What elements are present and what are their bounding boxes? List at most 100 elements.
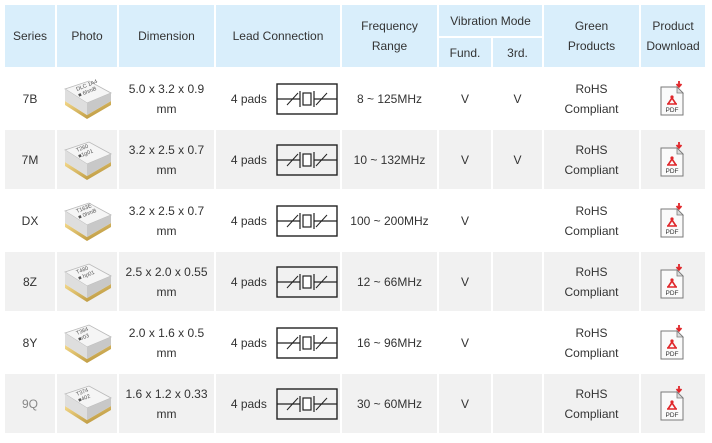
green-line2: Compliant [564,284,619,299]
table-row: 7M T260 ■1g01 3.2 x 2.5 x 0.7 mm 4 pad [5,130,705,189]
third-cell: V [493,130,542,189]
chip-code-line2: ■r03 [78,333,91,343]
header-fund: Fund. [439,38,491,67]
frequency-cell: 16 ~ 96MHz [342,313,437,372]
green-cell: RoHS Compliant [544,313,639,372]
lead-connection-cell: 4 pads [216,191,340,250]
crystal-chip-photo: T260 ■1g01 [64,141,112,180]
lead-connection-cell: 4 pads [216,130,340,189]
chip-code-line1: T480 [76,265,90,275]
chip-code-line2: ■ hp01 [78,269,96,281]
green-cell: RoHS Compliant [544,374,639,433]
green-line1: RoHS [575,325,608,340]
dimension-line1: 2.0 x 1.6 x 0.5 [128,325,205,340]
chip-code-line1: T260 [76,143,90,153]
series-cell: 8Y [5,313,55,372]
table-row: 8Z T480 ■ hp01 2.5 x 2.0 x 0.55 mm 4 p [5,252,705,311]
chip-code-line2: ■1g01 [78,148,95,159]
pdf-icon[interactable]: PDF [658,385,688,423]
chip-code-line1: T163E [76,203,94,215]
photo-cell: DLC 1A4 ■ 6hmB [57,69,117,128]
pads-label: 4 pads [230,213,267,228]
dimension-line1: 3.2 x 2.5 x 0.7 [128,142,205,157]
download-cell: PDF [641,374,705,433]
crystal-chip-photo: T163E ■ 0hmB [64,202,112,241]
series-cell: 7M [5,130,55,189]
pads-label: 4 pads [230,152,267,167]
download-cell: PDF [641,252,705,311]
dimension-cell: 3.2 x 2.5 x 0.7 mm [119,130,214,189]
download-cell: PDF [641,130,705,189]
green-line2: Compliant [564,101,619,116]
series-cell: 7B [5,69,55,128]
pdf-label: PDF [666,351,679,358]
table-row: 7B DLC 1A4 ■ 6hmB 5.0 x 3.2 x 0.9 mm 4 [5,69,705,128]
frequency-cell: 8 ~ 125MHz [342,69,437,128]
dimension-cell: 3.2 x 2.5 x 0.7 mm [119,191,214,250]
dimension-line1: 2.5 x 2.0 x 0.55 [125,264,208,279]
green-line1: RoHS [575,81,608,96]
header-photo: Photo [57,5,117,67]
fund-cell: V [439,313,491,372]
dimension-line2: mm [156,406,177,421]
pads-label: 4 pads [230,91,267,106]
third-cell [493,374,542,433]
pdf-label: PDF [666,168,679,175]
header-vibration-mode: Vibration Mode [439,5,542,36]
header-green-products: Green Products [544,5,639,67]
frequency-cell: 100 ~ 200MHz [342,191,437,250]
header-green-line2: Products [567,39,616,53]
header-download-line2: Download [646,39,700,53]
dimension-line2: mm [156,162,177,177]
header-third: 3rd. [493,38,542,67]
download-cell: PDF [641,313,705,372]
crystal-symbol-diagram [276,326,338,359]
crystal-chip-photo: T480 ■ hp01 [64,263,112,302]
green-line1: RoHS [575,142,608,157]
pdf-label: PDF [666,412,679,419]
third-cell: V [493,69,542,128]
crystal-symbol-diagram [276,204,338,237]
crystal-symbol-diagram [276,82,338,115]
header-green-line1: Green [574,19,609,33]
series-cell: DX [5,191,55,250]
series-cell: 9Q [5,374,55,433]
frequency-cell: 12 ~ 66MHz [342,252,437,311]
green-line1: RoHS [575,386,608,401]
table-row: 9Q T374 ■402 1.6 x 1.2 x 0.33 mm 4 pad [5,374,705,433]
pdf-icon[interactable]: PDF [658,202,688,240]
pdf-label: PDF [666,290,679,297]
green-line1: RoHS [575,264,608,279]
green-cell: RoHS Compliant [544,130,639,189]
dimension-line1: 5.0 x 3.2 x 0.9 [128,81,205,96]
green-cell: RoHS Compliant [544,69,639,128]
header-frequency-line1: Frequency [361,19,418,33]
pdf-icon[interactable]: PDF [658,80,688,118]
pdf-icon[interactable]: PDF [658,141,688,179]
lead-connection-cell: 4 pads [216,374,340,433]
download-cell: PDF [641,69,705,128]
crystal-symbol-diagram [276,265,338,298]
frequency-cell: 10 ~ 132MHz [342,130,437,189]
pads-label: 4 pads [230,396,267,411]
dimension-cell: 2.0 x 1.6 x 0.5 mm [119,313,214,372]
photo-cell: T260 ■1g01 [57,130,117,189]
lead-connection-cell: 4 pads [216,69,340,128]
pads-label: 4 pads [230,274,267,289]
header-frequency-line2: Range [371,39,408,53]
table-row: 8Y T364 ■r03 2.0 x 1.6 x 0.5 mm 4 pads [5,313,705,372]
green-cell: RoHS Compliant [544,252,639,311]
fund-cell: V [439,374,491,433]
header-lead-connection: Lead Connection [216,5,340,67]
dimension-line1: 3.2 x 2.5 x 0.7 [128,203,205,218]
dimension-line2: mm [156,101,177,116]
third-cell [493,313,542,372]
pdf-icon[interactable]: PDF [658,263,688,301]
header-frequency-range: Frequency Range [342,5,437,67]
photo-cell: T163E ■ 0hmB [57,191,117,250]
crystal-chip-photo: T374 ■402 [64,385,112,424]
pdf-label: PDF [666,229,679,236]
dimension-line2: mm [156,284,177,299]
chip-code-line2: ■402 [78,393,92,403]
pdf-icon[interactable]: PDF [658,324,688,362]
